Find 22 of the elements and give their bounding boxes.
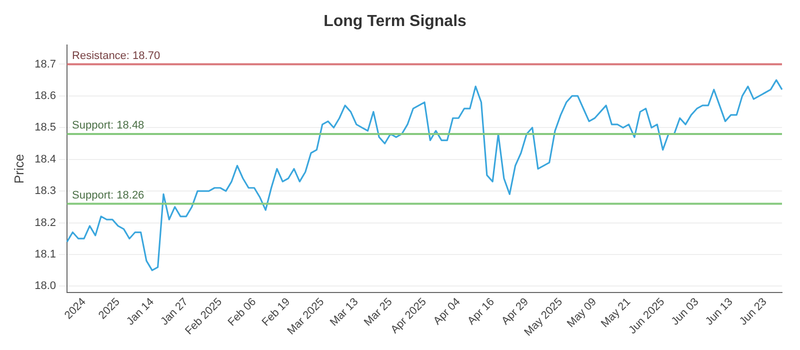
x-tick-label: Jan 14 — [124, 296, 156, 328]
y-tick-label: 18.3 — [34, 185, 56, 198]
y-tick-label: 18.6 — [34, 90, 56, 102]
ref-line-label: Resistance: 18.70 — [72, 50, 160, 62]
ref-line-label: Support: 18.26 — [72, 189, 144, 202]
chart-title: Long Term Signals — [324, 13, 467, 30]
y-tick-label: 18.4 — [34, 153, 56, 166]
x-tick-label: Apr 16 — [465, 296, 497, 328]
y-tick-label: 18.7 — [34, 58, 56, 70]
y-tick-label: 18.5 — [34, 122, 56, 134]
x-tick-label: Mar 13 — [328, 296, 361, 329]
ref-line-label: Support: 18.48 — [72, 120, 144, 132]
x-tick-label: Apr 04 — [431, 296, 463, 328]
y-axis-title: Price — [11, 154, 26, 184]
x-tick-label: Jun 13 — [703, 296, 736, 328]
y-tick-label: 18.0 — [34, 280, 56, 292]
y-tick-label: 18.2 — [34, 216, 56, 229]
y-tick-label: 18.1 — [34, 248, 56, 260]
x-tick-label: Feb 06 — [226, 296, 259, 329]
x-tick-label: Jun 23 — [737, 296, 770, 328]
x-tick-label: May 09 — [565, 296, 600, 330]
x-tick-label: Jun 03 — [669, 296, 702, 328]
